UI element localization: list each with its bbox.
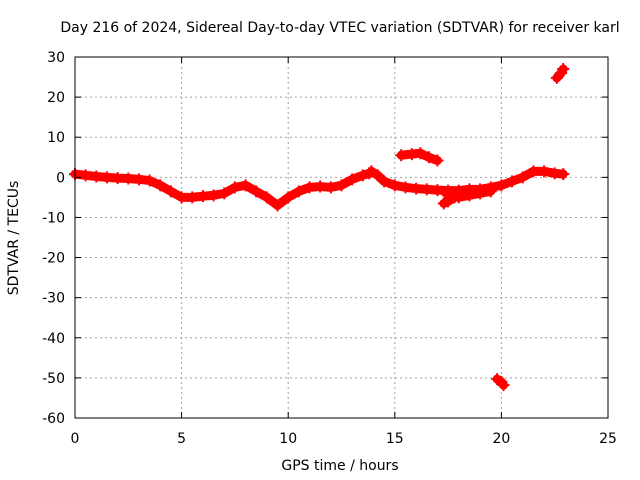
plot-frame — [74, 56, 609, 419]
data-point — [484, 185, 497, 198]
data-point — [527, 165, 540, 178]
data-point — [399, 181, 412, 194]
data-point — [495, 179, 508, 192]
data-point — [143, 174, 156, 187]
data-point — [538, 165, 551, 178]
y-tick-label: 30 — [47, 50, 65, 66]
series-dip-band — [437, 191, 461, 210]
data-point — [422, 151, 435, 164]
data-point — [100, 171, 113, 184]
y-axis-label: SDTVAR / TECUs — [6, 181, 22, 296]
data-point — [228, 181, 241, 194]
data-point — [122, 172, 135, 185]
data-point — [557, 63, 570, 76]
axis-ticks: 0 5 10 15 20 25 -60 -50 -40 -30 -20 -10 0 10 20 30 — [42, 50, 617, 447]
series-mid-band — [365, 165, 570, 197]
data-point — [506, 175, 519, 188]
data-point — [346, 173, 359, 186]
data-point — [463, 189, 476, 202]
series-upper-arc — [395, 147, 444, 167]
chart-title: Day 216 of 2024, Sidereal Day-to-day VTE… — [60, 20, 619, 36]
x-tick-label: 5 — [177, 431, 186, 447]
data-point — [282, 191, 295, 204]
y-tick-label: 0 — [56, 170, 65, 186]
data-point — [497, 379, 510, 392]
data-point — [90, 170, 103, 183]
data-point — [250, 185, 263, 198]
data-point — [154, 179, 167, 192]
y-tick-label: -30 — [42, 291, 65, 307]
y-tick-label: -60 — [42, 411, 65, 427]
series-main-band — [69, 167, 376, 212]
data-point — [356, 169, 369, 182]
data-series — [69, 63, 570, 392]
data-point — [186, 191, 199, 204]
x-tick-label: 20 — [492, 431, 510, 447]
x-tick-label: 25 — [599, 431, 617, 447]
data-point — [239, 179, 252, 192]
series-high-outlier — [550, 63, 570, 84]
data-point — [292, 185, 305, 198]
data-point — [474, 187, 487, 200]
data-point — [79, 169, 92, 182]
data-point — [324, 181, 337, 194]
y-tick-label: -40 — [42, 331, 65, 347]
data-point — [365, 165, 378, 178]
data-point — [314, 180, 327, 193]
data-point — [442, 195, 455, 208]
data-point — [207, 189, 220, 202]
grid-lines — [75, 57, 608, 418]
data-point — [414, 147, 427, 160]
data-point — [132, 173, 145, 186]
x-tick-label: 15 — [386, 431, 404, 447]
data-point — [410, 182, 423, 195]
data-point — [516, 171, 529, 184]
data-point — [164, 185, 177, 198]
data-point — [557, 168, 570, 181]
y-tick-label: -10 — [42, 210, 65, 226]
data-point — [371, 169, 384, 182]
data-point — [378, 175, 391, 188]
data-point — [420, 183, 433, 196]
data-point — [196, 190, 209, 203]
y-tick-label: 20 — [47, 90, 65, 106]
data-point — [335, 179, 348, 192]
data-point — [431, 184, 444, 197]
x-tick-label: 0 — [71, 431, 80, 447]
data-point — [260, 191, 273, 204]
data-point — [448, 191, 461, 204]
y-tick-label: 10 — [47, 130, 65, 146]
data-point — [175, 191, 188, 204]
data-point — [303, 181, 316, 194]
x-tick-label: 10 — [279, 431, 297, 447]
y-tick-label: -20 — [42, 251, 65, 267]
data-point — [218, 187, 231, 200]
x-axis-label: GPS time / hours — [281, 458, 398, 474]
data-point — [271, 199, 284, 212]
data-point — [111, 172, 124, 185]
data-point — [388, 179, 401, 192]
series-low-outlier — [491, 373, 510, 392]
data-point — [431, 154, 444, 167]
data-point — [395, 149, 408, 162]
y-tick-label: -50 — [42, 371, 65, 387]
